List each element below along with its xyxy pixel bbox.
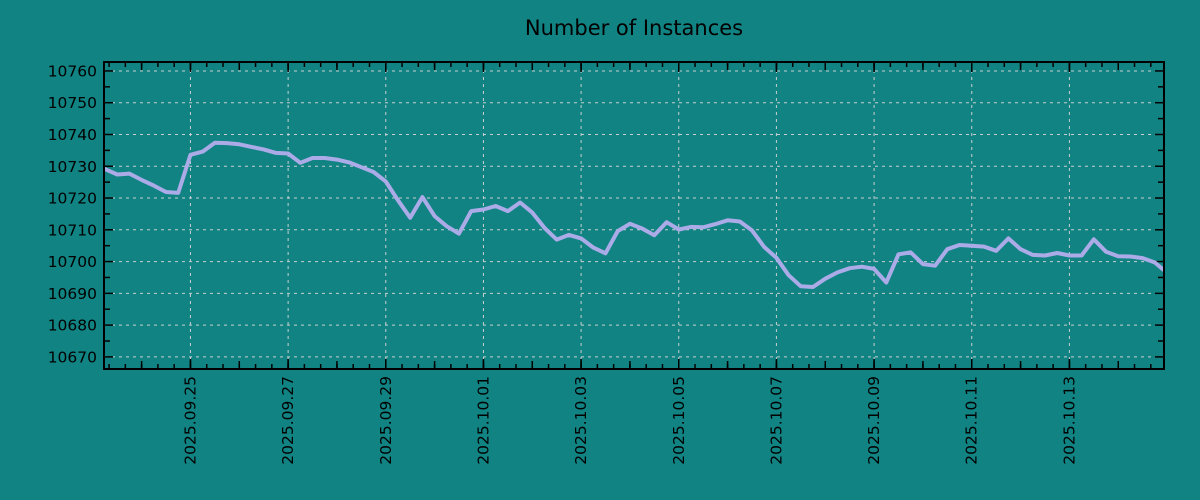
svg-text:2025.09.29: 2025.09.29	[377, 376, 395, 465]
y-axis-labels: 10670 10680 10690 10700 10710 10720 10730 10740…	[48, 62, 97, 366]
gridlines	[105, 63, 1163, 368]
svg-text:2025.10.01: 2025.10.01	[474, 376, 492, 465]
svg-text:2025.10.05: 2025.10.05	[670, 376, 688, 465]
svg-text:10670: 10670	[48, 348, 97, 366]
chart-title: Number of Instances	[524, 16, 744, 40]
svg-text:10750: 10750	[48, 94, 97, 112]
series-instances-line	[103, 140, 1165, 289]
svg-text:2025.10.03: 2025.10.03	[572, 376, 590, 465]
svg-text:10740: 10740	[48, 126, 97, 144]
svg-text:10690: 10690	[48, 285, 97, 303]
svg-text:2025.09.27: 2025.09.27	[279, 376, 297, 465]
svg-text:2025.10.13: 2025.10.13	[1060, 376, 1078, 465]
svg-text:10760: 10760	[48, 62, 97, 80]
svg-text:10730: 10730	[48, 158, 97, 176]
svg-text:2025.09.25: 2025.09.25	[181, 376, 199, 465]
axis-ticks	[105, 63, 1163, 368]
svg-text:10700: 10700	[48, 253, 97, 271]
svg-text:2025.10.07: 2025.10.07	[767, 376, 785, 465]
svg-text:10720: 10720	[48, 190, 97, 208]
plot-frame	[103, 61, 1165, 370]
svg-text:10680: 10680	[48, 317, 97, 335]
x-axis-labels: 2025.09.25 2025.09.27 2025.09.29 2025.10.01…	[181, 376, 1078, 465]
svg-text:2025.10.11: 2025.10.11	[963, 376, 981, 465]
svg-text:10710: 10710	[48, 221, 97, 239]
svg-text:2025.10.09: 2025.10.09	[865, 376, 883, 465]
